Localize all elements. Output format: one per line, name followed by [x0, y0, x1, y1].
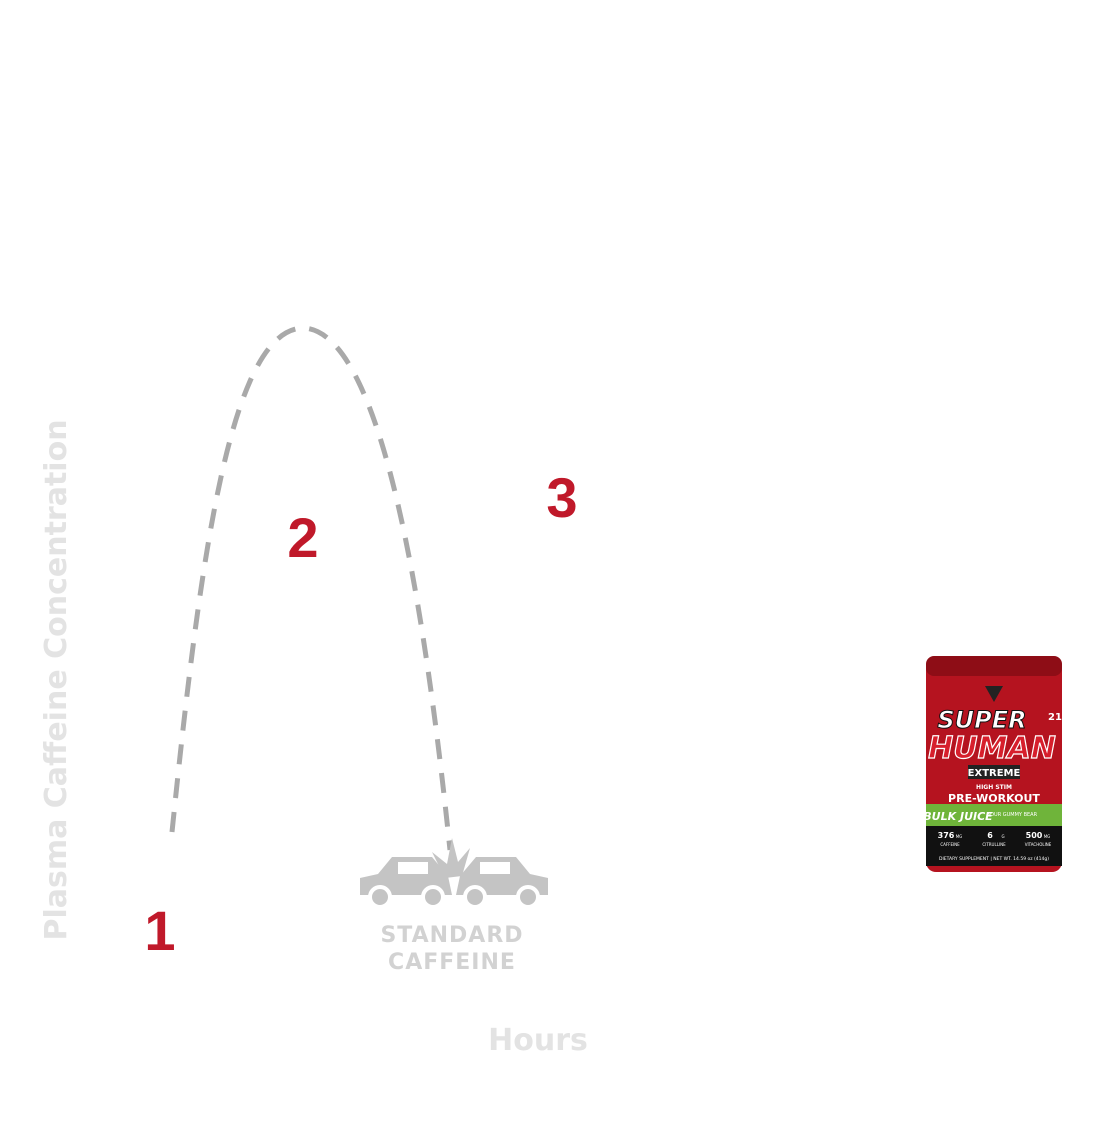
y-axis-label: Plasma Caffeine Concentration: [39, 419, 74, 940]
fact-unit: MG: [1044, 834, 1051, 839]
fact-name: CITRULLINE: [982, 842, 1006, 847]
fact-amount: 500: [1026, 831, 1043, 840]
fact-name: VITACHOLINE: [1025, 842, 1052, 847]
fact-name: CAFFEINE: [940, 842, 960, 847]
edition: EXTREME: [968, 768, 1021, 779]
x-axis-label: Hours: [488, 1023, 588, 1058]
crash-icon: [360, 838, 548, 909]
marker: 1: [144, 899, 175, 962]
sub-brand: BULK JUICE: [923, 810, 993, 823]
servings: 21: [1048, 712, 1062, 723]
marker: 3: [546, 466, 577, 529]
curve: [169, 325, 453, 851]
brand-bottom: HUMAN: [928, 731, 1056, 766]
marker: 2: [287, 506, 318, 569]
fact-amount: 376: [938, 831, 955, 840]
fact-unit: G: [1001, 834, 1004, 839]
fact-amount: 6: [987, 831, 993, 840]
curve-label: CAFFEINE: [388, 950, 516, 975]
tagline: HIGH STIM: [976, 784, 1012, 791]
product-jar: SUPER HUMAN EXTREME HIGH STIM PRE-WORKOU…: [923, 656, 1062, 872]
flavor: SOUR GUMMY BEAR: [987, 812, 1038, 818]
footer: DIETARY SUPPLEMENT | NET WT. 14.59 oz (4…: [939, 856, 1049, 862]
curve-label: STANDARD: [380, 923, 523, 948]
product-kind: PRE-WORKOUT: [948, 792, 1040, 805]
fact-unit: MG: [956, 834, 963, 839]
brand-top: SUPER: [937, 706, 1026, 734]
